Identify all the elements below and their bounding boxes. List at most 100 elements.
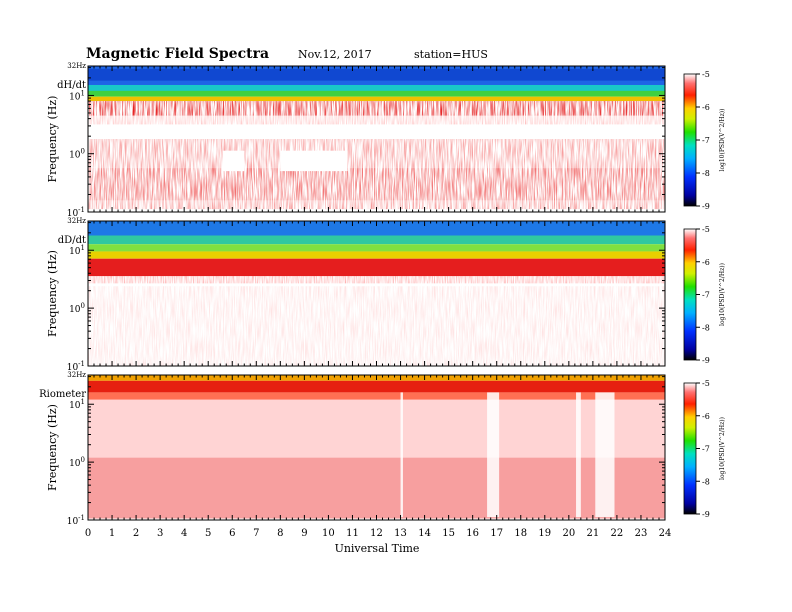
colorbar-tick-label: -8	[702, 323, 710, 332]
x-tick-label: 1	[109, 528, 115, 539]
y-tick-label: 10-1	[67, 514, 85, 527]
figure-title: Magnetic Field Spectra	[86, 46, 269, 62]
spectrum-band	[88, 96, 665, 102]
spectrum-band	[88, 392, 665, 400]
y-axis-label: Frequency (Hz)	[46, 250, 59, 337]
spectrum-band	[88, 457, 665, 519]
y-tick-label: 101	[69, 89, 85, 102]
colorbar-tick-label: -7	[702, 291, 710, 300]
x-tick-label: 14	[418, 528, 431, 539]
data-gap	[595, 392, 615, 518]
colorbar-tick-label: -5	[702, 379, 710, 388]
colorbar-gradient	[683, 228, 697, 361]
data-gap	[222, 150, 245, 172]
x-tick-label: 22	[611, 528, 624, 539]
x-tick-label: 10	[322, 528, 335, 539]
data-gap	[318, 150, 348, 172]
spectrum-band	[88, 90, 665, 97]
panel-label: dH/dt	[57, 80, 86, 91]
spectrum-band	[88, 84, 665, 93]
colorbar-2: -5 -6 -7 -8 -9 log10(PSD(V^2/Hz))	[683, 225, 726, 365]
x-tick-label: 7	[253, 528, 259, 539]
spectrogram-2	[88, 221, 665, 366]
station-label: station=HUS	[414, 48, 488, 61]
x-tick-label: 9	[301, 528, 307, 539]
x-tick-label: 0	[85, 528, 91, 539]
x-axis-label: Universal Time	[335, 542, 420, 555]
colorbar-gradient	[683, 382, 697, 515]
date-label: Nov.12, 2017	[298, 48, 372, 61]
x-tick-label: 5	[205, 528, 211, 539]
panel-3: 32Hz Riometer Frequency (Hz) 10-1 100 101 -5 -6…	[39, 371, 726, 527]
colorbar-tick-label: -9	[702, 202, 710, 211]
colorbar-tick-label: -5	[702, 225, 710, 234]
x-tick-label: 4	[181, 528, 187, 539]
x-tick-label: 15	[442, 528, 455, 539]
x-tick-labels: 0 1 2 3 4 5 6 7 8 9 10 11 12 13 14 15 16 17 18 19 20 21 22 23 24	[85, 528, 672, 539]
colorbar-1: -5 -6 -7 -8 -9 log10(PSD(V^2/Hz))	[683, 70, 726, 211]
x-tick-label: 21	[587, 528, 600, 539]
top-frequency-label: 32Hz	[67, 62, 86, 70]
y-tick-label: 10-1	[67, 206, 85, 219]
y-tick-label: 100	[69, 456, 85, 469]
spectrum-band	[88, 286, 665, 366]
spectrum-band	[88, 380, 665, 393]
x-tick-label: 3	[157, 528, 163, 539]
spectrum-band	[88, 168, 665, 201]
top-frequency-label: 32Hz	[67, 217, 86, 225]
spectrum-band	[88, 235, 665, 245]
colorbar-tick-label: -6	[702, 412, 710, 421]
spectrum-band	[88, 115, 665, 125]
spectrogram-3	[88, 375, 665, 520]
x-tick-label: 11	[346, 528, 359, 539]
x-tick-label: 18	[514, 528, 527, 539]
x-tick-label: 16	[466, 528, 479, 539]
y-axis-label: Frequency (Hz)	[46, 404, 59, 491]
spectrum-band	[88, 68, 665, 81]
colorbar-label: log10(PSD(V^2/Hz))	[719, 417, 726, 480]
y-tick-label: 101	[69, 244, 85, 257]
y-tick-label: 10-1	[67, 360, 85, 373]
data-gap	[576, 392, 581, 518]
spectrum-band	[88, 244, 665, 252]
spectrogram-1	[88, 66, 665, 212]
x-tick-label: 8	[277, 528, 283, 539]
colorbar-gradient	[683, 73, 697, 207]
x-tick-label: 20	[562, 528, 575, 539]
x-tick-label: 12	[370, 528, 383, 539]
x-tick-label: 24	[659, 528, 672, 539]
data-gap	[487, 392, 500, 518]
x-tick-label: 13	[394, 528, 407, 539]
x-tick-label: 6	[229, 528, 235, 539]
spectrum-band	[88, 399, 665, 458]
colorbar-tick-label: -8	[702, 169, 710, 178]
x-tick-label: 17	[490, 528, 503, 539]
colorbar-tick-label: -7	[702, 136, 710, 145]
data-gap	[280, 150, 324, 172]
spectrum-band	[88, 276, 665, 284]
colorbar-label: log10(PSD(V^2/Hz))	[719, 263, 726, 326]
colorbar-tick-label: -9	[702, 356, 710, 365]
spectrum-band	[88, 251, 665, 259]
colorbar-label: log10(PSD(V^2/Hz))	[719, 109, 726, 172]
colorbar-tick-label: -9	[702, 510, 710, 519]
x-tick-label: 23	[635, 528, 648, 539]
x-tick-label: 2	[133, 528, 139, 539]
y-tick-label: 100	[69, 302, 85, 315]
colorbar-3: -5 -6 -7 -8 -9 log10(PSD(V^2/Hz))	[683, 379, 726, 519]
colorbar-tick-label: -6	[702, 258, 710, 267]
colorbar-tick-label: -8	[702, 477, 710, 486]
panel-label: Riometer	[39, 389, 86, 400]
spectrum-band	[88, 101, 665, 116]
top-frequency-label: 32Hz	[67, 371, 86, 379]
data-gap	[400, 392, 403, 518]
y-tick-label: 101	[69, 398, 85, 411]
spectrum-band	[88, 258, 665, 277]
y-tick-label: 100	[69, 148, 85, 161]
colorbar-tick-label: -6	[702, 103, 710, 112]
y-axis-label: Frequency (Hz)	[46, 96, 59, 183]
colorbar-tick-label: -7	[702, 445, 710, 454]
